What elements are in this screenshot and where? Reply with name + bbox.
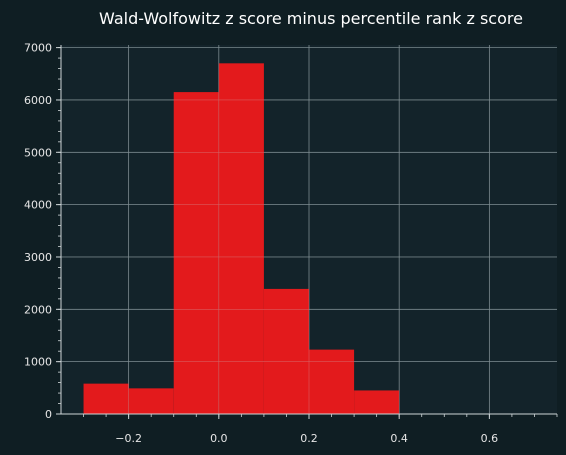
histogram-bar-5 bbox=[309, 349, 355, 414]
chart-title: Wald-Wolfowitz z score minus percentile … bbox=[99, 9, 523, 28]
bars bbox=[83, 63, 400, 414]
y-tick-label: 5000 bbox=[24, 146, 52, 159]
histogram-bar-6 bbox=[354, 390, 400, 414]
x-tick-label: −0.2 bbox=[115, 432, 142, 445]
y-tick-label: 4000 bbox=[24, 199, 52, 212]
histogram-bar-0 bbox=[83, 383, 129, 414]
x-tick-label: 0.0 bbox=[210, 432, 228, 445]
x-axis: −0.2 0.0 0.2 0.4 0.6 bbox=[115, 414, 498, 445]
y-tick-label: 7000 bbox=[24, 42, 52, 55]
grid-overlay bbox=[61, 45, 557, 415]
y-tick-label: 2000 bbox=[24, 303, 52, 316]
y-tick-label: 0 bbox=[45, 408, 52, 421]
x-tick-label: 0.4 bbox=[390, 432, 408, 445]
x-tick-label: 0.6 bbox=[481, 432, 499, 445]
y-tick-label: 6000 bbox=[24, 94, 52, 107]
histogram-bar-2 bbox=[173, 92, 219, 414]
y-tick-label: 1000 bbox=[24, 356, 52, 369]
y-axis: 0 1000 2000 3000 4000 5000 6000 7000 bbox=[24, 42, 61, 421]
histogram-bar-1 bbox=[128, 388, 174, 414]
y-tick-label: 3000 bbox=[24, 251, 52, 264]
histogram-bar-4 bbox=[263, 288, 309, 414]
x-tick-label: 0.2 bbox=[300, 432, 318, 445]
histogram-bar-3 bbox=[218, 63, 264, 414]
